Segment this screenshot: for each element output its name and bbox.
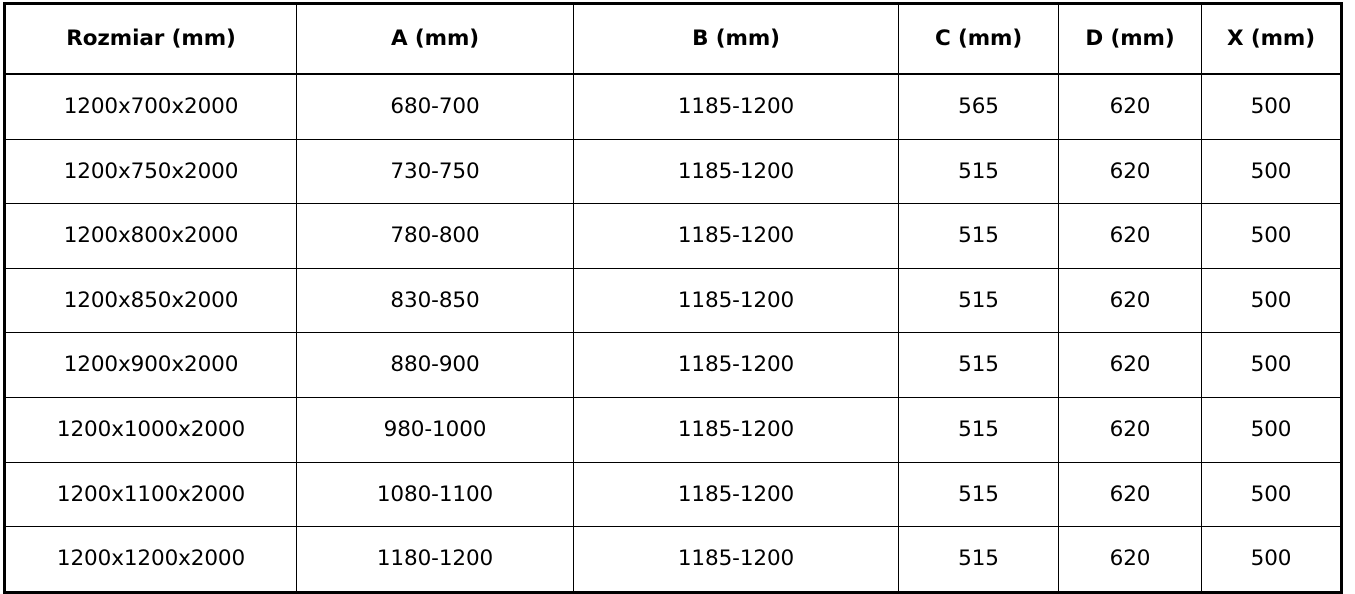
cell-d: 620 bbox=[1058, 332, 1202, 398]
table-body: 1200x700x2000 680-700 1185-1200 565 620 … bbox=[4, 73, 1342, 593]
cell-b: 1185-1200 bbox=[573, 461, 899, 528]
cell-b: 1185-1200 bbox=[573, 396, 899, 463]
cell-d: 620 bbox=[1058, 203, 1202, 269]
cell-a: 680-700 bbox=[296, 73, 574, 140]
cell-c: 515 bbox=[898, 526, 1059, 593]
cell-size: 1200x800x2000 bbox=[4, 203, 297, 269]
table-row: 1200x1100x2000 1080-1100 1185-1200 515 6… bbox=[4, 461, 1342, 528]
cell-d: 620 bbox=[1058, 267, 1202, 334]
cell-b: 1185-1200 bbox=[573, 267, 899, 334]
cell-c: 515 bbox=[898, 461, 1059, 528]
specification-table: Rozmiar (mm) A (mm) B (mm) C (mm) D (mm)… bbox=[3, 2, 1343, 594]
cell-a: 830-850 bbox=[296, 267, 574, 334]
specification-table-container: Rozmiar (mm) A (mm) B (mm) C (mm) D (mm)… bbox=[3, 2, 1343, 594]
cell-b: 1185-1200 bbox=[573, 332, 899, 398]
cell-x: 500 bbox=[1201, 332, 1342, 398]
cell-size: 1200x1100x2000 bbox=[4, 461, 297, 528]
cell-size: 1200x850x2000 bbox=[4, 267, 297, 334]
cell-c: 515 bbox=[898, 138, 1059, 205]
table-header: Rozmiar (mm) A (mm) B (mm) C (mm) D (mm)… bbox=[4, 3, 1342, 75]
column-header-size: Rozmiar (mm) bbox=[4, 3, 297, 75]
cell-size: 1200x750x2000 bbox=[4, 138, 297, 205]
cell-x: 500 bbox=[1201, 138, 1342, 205]
table-row: 1200x700x2000 680-700 1185-1200 565 620 … bbox=[4, 73, 1342, 140]
cell-a: 980-1000 bbox=[296, 396, 574, 463]
cell-b: 1185-1200 bbox=[573, 203, 899, 269]
cell-d: 620 bbox=[1058, 461, 1202, 528]
column-header-c: C (mm) bbox=[898, 3, 1059, 75]
cell-x: 500 bbox=[1201, 526, 1342, 593]
cell-size: 1200x1200x2000 bbox=[4, 526, 297, 593]
cell-size: 1200x700x2000 bbox=[4, 73, 297, 140]
column-header-x: X (mm) bbox=[1201, 3, 1342, 75]
cell-size: 1200x900x2000 bbox=[4, 332, 297, 398]
cell-b: 1185-1200 bbox=[573, 526, 899, 593]
table-header-row: Rozmiar (mm) A (mm) B (mm) C (mm) D (mm)… bbox=[4, 3, 1342, 75]
cell-c: 515 bbox=[898, 332, 1059, 398]
cell-x: 500 bbox=[1201, 461, 1342, 528]
cell-a: 880-900 bbox=[296, 332, 574, 398]
cell-b: 1185-1200 bbox=[573, 138, 899, 205]
table-row: 1200x1200x2000 1180-1200 1185-1200 515 6… bbox=[4, 526, 1342, 593]
table-row: 1200x800x2000 780-800 1185-1200 515 620 … bbox=[4, 203, 1342, 269]
cell-d: 620 bbox=[1058, 526, 1202, 593]
cell-size: 1200x1000x2000 bbox=[4, 396, 297, 463]
column-header-a: A (mm) bbox=[296, 3, 574, 75]
cell-x: 500 bbox=[1201, 73, 1342, 140]
cell-c: 515 bbox=[898, 203, 1059, 269]
cell-d: 620 bbox=[1058, 73, 1202, 140]
cell-a: 780-800 bbox=[296, 203, 574, 269]
column-header-b: B (mm) bbox=[573, 3, 899, 75]
column-header-d: D (mm) bbox=[1058, 3, 1202, 75]
cell-x: 500 bbox=[1201, 203, 1342, 269]
table-row: 1200x900x2000 880-900 1185-1200 515 620 … bbox=[4, 332, 1342, 398]
cell-a: 730-750 bbox=[296, 138, 574, 205]
table-row: 1200x750x2000 730-750 1185-1200 515 620 … bbox=[4, 138, 1342, 205]
cell-b: 1185-1200 bbox=[573, 73, 899, 140]
cell-a: 1180-1200 bbox=[296, 526, 574, 593]
cell-c: 515 bbox=[898, 267, 1059, 334]
cell-d: 620 bbox=[1058, 396, 1202, 463]
cell-c: 515 bbox=[898, 396, 1059, 463]
table-row: 1200x1000x2000 980-1000 1185-1200 515 62… bbox=[4, 396, 1342, 463]
cell-d: 620 bbox=[1058, 138, 1202, 205]
cell-a: 1080-1100 bbox=[296, 461, 574, 528]
cell-c: 565 bbox=[898, 73, 1059, 140]
table-row: 1200x850x2000 830-850 1185-1200 515 620 … bbox=[4, 267, 1342, 334]
cell-x: 500 bbox=[1201, 267, 1342, 334]
cell-x: 500 bbox=[1201, 396, 1342, 463]
